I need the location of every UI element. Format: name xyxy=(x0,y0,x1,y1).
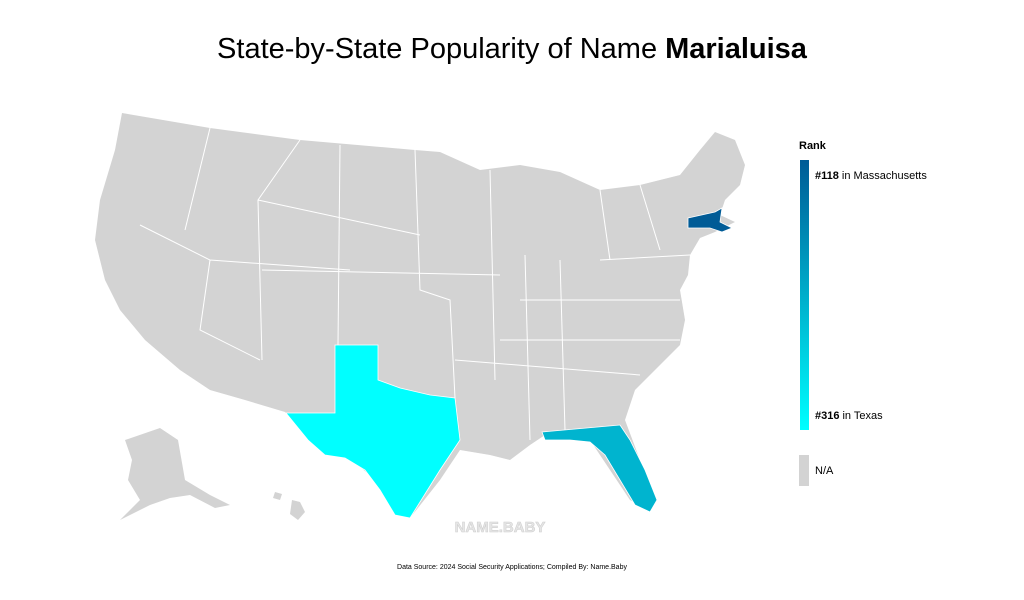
legend-top-text: in Massachusetts xyxy=(842,170,927,182)
hawaii xyxy=(273,492,305,520)
state xyxy=(285,344,461,519)
state-borders xyxy=(139,127,691,441)
legend-top: #118 in Massachusetts xyxy=(815,170,927,182)
legend-gradient xyxy=(800,160,809,430)
legend-na-swatch xyxy=(799,455,809,486)
alaska xyxy=(120,428,230,520)
legend-bottom-rank: #316 xyxy=(815,410,839,422)
legend-bottom-text: in Texas xyxy=(842,410,883,422)
footer: Data Source: 2024 Social Security Applic… xyxy=(397,564,627,571)
map xyxy=(95,113,745,520)
title-name: Marialuisa xyxy=(665,33,808,65)
us-outline xyxy=(95,113,745,518)
watermark: NAME.BABY xyxy=(455,519,546,536)
legend-na: N/A xyxy=(815,465,834,477)
legend-top-rank: #118 xyxy=(815,170,839,182)
state xyxy=(541,424,658,513)
legend-bottom: #316 in Texas xyxy=(815,410,883,422)
legend-title: Rank xyxy=(799,140,827,152)
title-text: State-by-State Popularity of Name xyxy=(217,33,657,65)
title: State-by-State Popularity of Name Marialu… xyxy=(217,33,808,65)
state xyxy=(687,207,733,233)
